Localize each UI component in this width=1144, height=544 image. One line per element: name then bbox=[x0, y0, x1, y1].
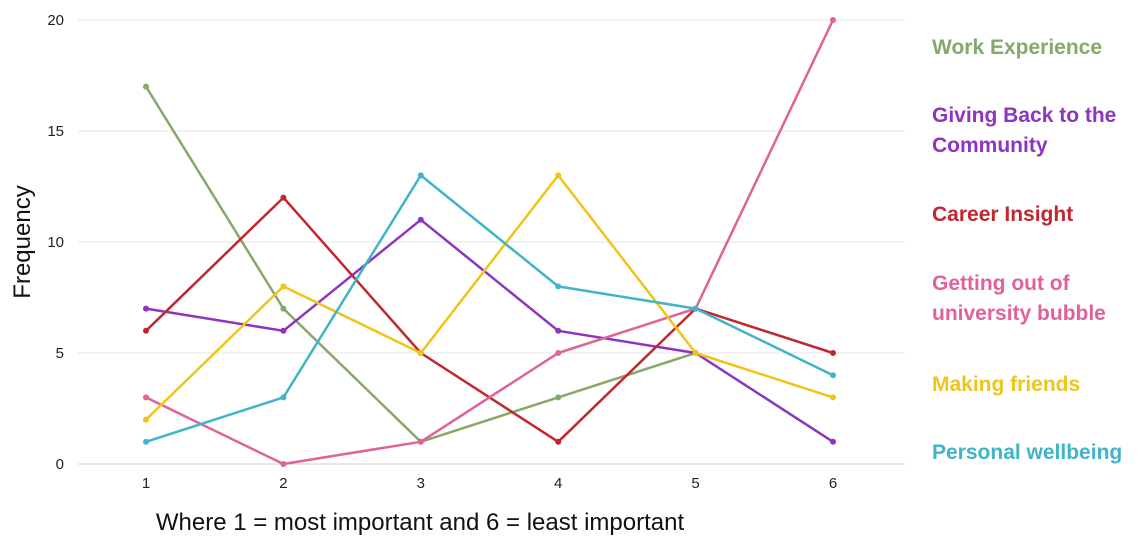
x-tick-label: 2 bbox=[279, 475, 287, 492]
data-point bbox=[692, 350, 699, 356]
x-tick-label: 4 bbox=[554, 475, 562, 492]
data-point bbox=[280, 461, 287, 467]
y-axis-title: Frequency bbox=[9, 185, 36, 298]
data-point bbox=[830, 438, 836, 445]
x-tick-label: 6 bbox=[829, 475, 837, 492]
series-line bbox=[145, 19, 835, 466]
data-point bbox=[280, 194, 287, 201]
line-chart: 0 5 10 15 20 1 2 3 4 5 6 Frequency Where 1 = most… bbox=[9, 12, 905, 536]
legend-item: Work Experience bbox=[932, 36, 1103, 59]
data-point bbox=[555, 327, 562, 334]
y-tick-label: 10 bbox=[47, 234, 64, 251]
legend-item: Career Insight bbox=[932, 203, 1074, 226]
data-point bbox=[143, 327, 149, 334]
series-group bbox=[143, 172, 836, 423]
data-point bbox=[830, 17, 836, 23]
data-point bbox=[417, 172, 424, 179]
legend-item: Getting out of university bubble bbox=[932, 272, 1106, 325]
series-line bbox=[145, 218, 834, 443]
data-point bbox=[417, 216, 424, 223]
data-point bbox=[143, 83, 149, 90]
data-point bbox=[830, 350, 836, 356]
x-axis-ticks: 1 2 3 4 5 6 bbox=[142, 475, 837, 492]
data-point bbox=[555, 172, 562, 179]
data-point bbox=[280, 283, 287, 290]
series-line bbox=[145, 174, 834, 421]
y-axis-ticks: 0 5 10 15 20 bbox=[47, 12, 64, 473]
series-group bbox=[143, 172, 836, 445]
legend: Work Experience Giving Back to the Commun… bbox=[932, 0, 1144, 544]
series-lines bbox=[143, 17, 836, 467]
data-point bbox=[830, 372, 836, 379]
data-point bbox=[555, 394, 562, 401]
data-point bbox=[280, 305, 287, 312]
legend-item: Personal wellbeing bbox=[932, 441, 1123, 464]
data-point bbox=[143, 416, 149, 423]
data-point bbox=[280, 394, 287, 401]
x-tick-label: 5 bbox=[691, 475, 699, 492]
y-tick-label: 20 bbox=[47, 12, 64, 29]
series-group bbox=[143, 83, 699, 445]
data-point bbox=[555, 350, 562, 356]
data-point bbox=[417, 350, 424, 356]
x-axis-title: Where 1 = most important and 6 = least i… bbox=[156, 509, 685, 536]
data-point bbox=[143, 438, 149, 445]
y-tick-label: 15 bbox=[47, 123, 64, 140]
x-tick-label: 1 bbox=[142, 475, 150, 492]
legend-item: Giving Back to the Community bbox=[932, 104, 1117, 157]
x-tick-label: 3 bbox=[417, 475, 425, 492]
data-point bbox=[555, 438, 562, 445]
data-point bbox=[280, 327, 287, 334]
data-point bbox=[830, 394, 836, 401]
data-point bbox=[417, 438, 424, 445]
series-line bbox=[145, 174, 834, 443]
data-point bbox=[692, 305, 699, 312]
data-point bbox=[143, 305, 149, 312]
data-point bbox=[143, 394, 149, 401]
data-point bbox=[555, 283, 562, 290]
y-tick-label: 5 bbox=[56, 345, 64, 362]
y-tick-label: 0 bbox=[56, 456, 64, 473]
legend-item: Making friends bbox=[932, 373, 1081, 396]
